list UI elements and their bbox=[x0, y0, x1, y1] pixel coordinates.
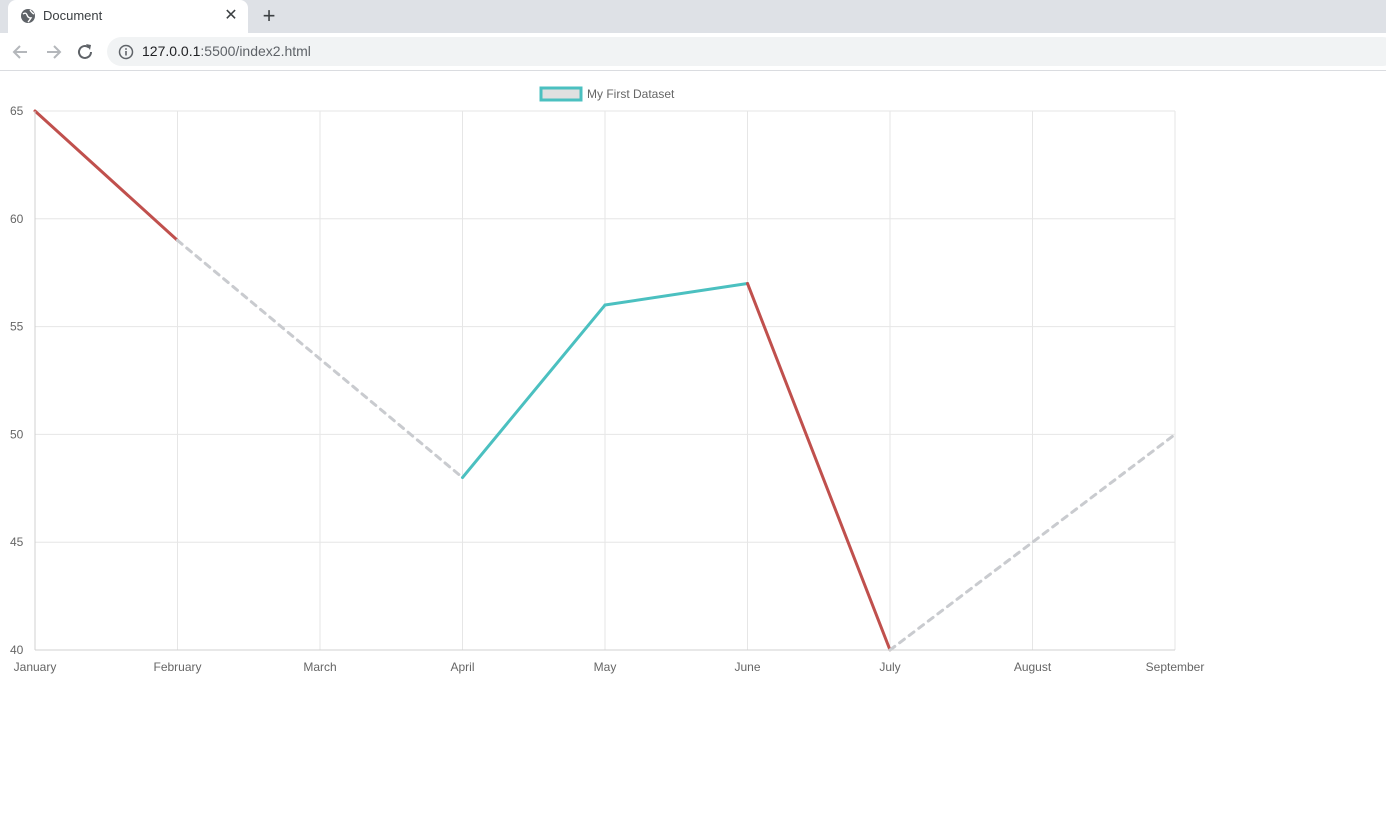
new-tab-button[interactable]: + bbox=[262, 3, 276, 28]
y-tick-label: 65 bbox=[10, 104, 24, 118]
x-tick-label: March bbox=[303, 660, 336, 674]
legend-label[interactable]: My First Dataset bbox=[587, 87, 675, 101]
y-tick-label: 50 bbox=[10, 427, 24, 441]
line-segment bbox=[603, 281, 749, 307]
grid bbox=[34, 110, 1176, 651]
close-tab-icon[interactable]: ✕ bbox=[224, 7, 238, 24]
axes: 65 60 55 50 45 40 January February March April May… bbox=[10, 104, 1204, 674]
tab-title: Document bbox=[43, 8, 103, 23]
series-lines bbox=[33, 109, 1177, 652]
legend[interactable]: My First Dataset bbox=[539, 86, 675, 102]
x-tick-label: February bbox=[153, 660, 201, 674]
line-segment bbox=[888, 432, 1177, 652]
y-tick-label: 45 bbox=[10, 535, 24, 549]
x-tick-label: September bbox=[1146, 660, 1205, 674]
line-segment bbox=[461, 303, 607, 480]
x-tick-label: April bbox=[450, 660, 474, 674]
address-bar[interactable]: 127.0.0.1:5500/index2.html bbox=[107, 37, 1386, 66]
url-path: :5500/index2.html bbox=[200, 43, 311, 59]
url-host: 127.0.0.1 bbox=[142, 43, 201, 59]
browser-tab[interactable]: Document ✕ bbox=[8, 0, 248, 33]
legend-swatch[interactable] bbox=[539, 86, 583, 102]
line-segment bbox=[33, 109, 179, 242]
browser-toolbar: 127.0.0.1:5500/index2.html bbox=[0, 33, 1386, 71]
y-tick-label: 55 bbox=[10, 320, 24, 334]
x-tick-label: January bbox=[14, 660, 57, 674]
url-text: 127.0.0.1:5500/index2.html bbox=[142, 43, 311, 59]
y-tick-label: 60 bbox=[10, 212, 24, 226]
forward-arrow-icon[interactable] bbox=[42, 41, 64, 63]
line-segment bbox=[176, 238, 464, 480]
info-icon[interactable] bbox=[118, 44, 134, 60]
tab-strip: Document ✕ + bbox=[0, 0, 1386, 33]
x-tick-label: June bbox=[734, 660, 760, 674]
y-tick-label: 40 bbox=[10, 643, 24, 657]
line-segment bbox=[746, 281, 892, 652]
reload-icon[interactable] bbox=[74, 41, 96, 63]
x-tick-label: August bbox=[1014, 660, 1052, 674]
x-tick-label: May bbox=[594, 660, 617, 674]
x-tick-label: July bbox=[879, 660, 900, 674]
globe-icon bbox=[21, 9, 35, 23]
back-arrow-icon[interactable] bbox=[10, 41, 32, 63]
line-chart: My First Dataset 65 60 55 50 45 40 January Febr… bbox=[10, 86, 1204, 674]
